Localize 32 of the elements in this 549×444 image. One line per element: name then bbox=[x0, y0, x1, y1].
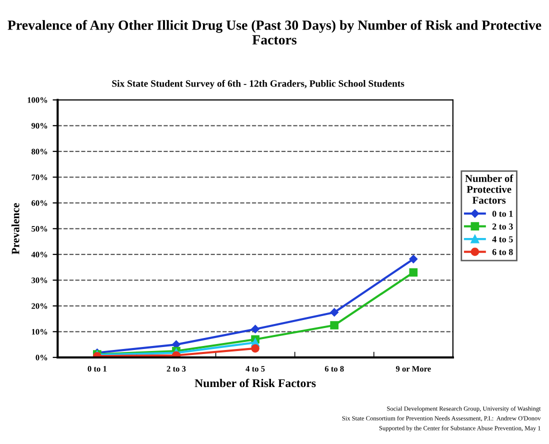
y-tick-label: 10% bbox=[32, 329, 48, 335]
y-tick-label: 40% bbox=[31, 252, 48, 258]
point bbox=[172, 351, 180, 358]
point bbox=[251, 344, 260, 353]
y-axis-title: Prevalence bbox=[11, 203, 20, 254]
y-tick-label: 30% bbox=[32, 278, 48, 284]
chart-title: Prevalence of Any Other Illicit Drug Use (Past 30 Days) by Number of Risk and Protective Factors bbox=[8, 20, 542, 45]
y-tick-label: 0% bbox=[36, 354, 48, 360]
point bbox=[251, 324, 260, 334]
y-tick-label: 80% bbox=[32, 148, 48, 154]
chart-subtitle: Six State Student Survey of 6th - 12th Graders, Public School Students bbox=[112, 80, 404, 89]
y-tick-label: 20% bbox=[32, 303, 48, 309]
legend-label: 4 to 5 bbox=[492, 236, 513, 242]
y-tick-label: 70% bbox=[32, 174, 48, 180]
y-tick-label: 60% bbox=[32, 200, 48, 206]
legend-label: 0 to 1 bbox=[492, 210, 513, 217]
y-tick-label: 90% bbox=[31, 123, 48, 129]
x-tick-label: 2 to 3 bbox=[166, 366, 186, 372]
point bbox=[330, 321, 339, 330]
x-tick-label: 9 or More bbox=[396, 366, 431, 372]
legend-title: Number of Protective Factors bbox=[465, 174, 514, 204]
x-axis-title: Number of Risk Factors bbox=[194, 378, 316, 388]
point bbox=[330, 308, 338, 316]
x-tick-label: 4 to 5 bbox=[246, 366, 265, 372]
legend-label: 2 to 3 bbox=[492, 224, 513, 230]
point bbox=[409, 268, 418, 277]
y-tick-label: 100% bbox=[28, 97, 48, 103]
x-tick-label: 6 to 8 bbox=[324, 366, 344, 372]
legend-label: 6 to 8 bbox=[492, 248, 513, 256]
point bbox=[409, 254, 418, 264]
y-tick-label: 50% bbox=[32, 226, 48, 232]
x-tick-label: 0 to 1 bbox=[88, 366, 106, 372]
